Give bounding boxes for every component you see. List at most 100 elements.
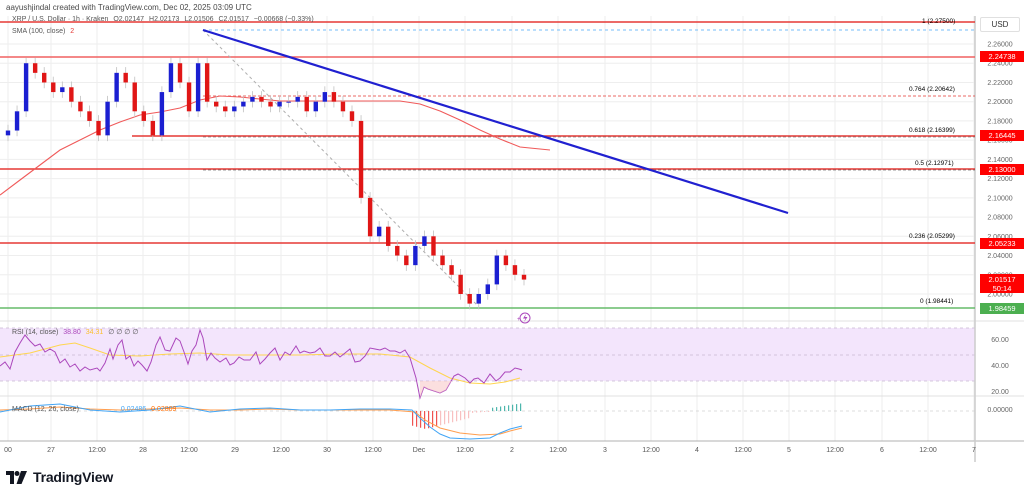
event-flash-icon[interactable]: +: [517, 312, 531, 324]
price-tag-resistance-2247: 2.24738: [980, 51, 1024, 62]
time-axis-label: 30: [323, 447, 331, 454]
price-axis-label: 2.18000: [987, 118, 1012, 125]
candle: [277, 101, 282, 107]
rsi-label: RSI (14, close): [12, 329, 59, 336]
candle: [395, 245, 400, 256]
price-axis-label: 2.14000: [987, 157, 1012, 164]
macd-legend[interactable]: MACD (12, 26, close) 0.02486 0.02809: [12, 406, 176, 413]
time-axis-label: 00: [4, 447, 12, 454]
brand-name: TradingView: [33, 469, 114, 485]
macd-signal-value: 0.02809: [151, 406, 177, 413]
candle: [204, 63, 210, 102]
time-axis-label: Dec: [412, 447, 426, 454]
sma-100-line: [0, 95, 551, 196]
sma-legend[interactable]: SMA (100, close) 2: [12, 28, 77, 35]
price-axis-label: 2.12000: [987, 176, 1012, 183]
price-axis-label: 2.04000: [987, 253, 1012, 260]
bar-countdown: 50:14: [992, 284, 1012, 293]
time-axis-label: 12:00: [272, 447, 290, 454]
candle: [521, 274, 527, 280]
candle: [404, 255, 409, 266]
fib-label-05: 0.5 (2.12971): [915, 160, 954, 167]
ohlc-high: H2.02173: [149, 16, 180, 23]
time-axis-label: 4: [695, 447, 699, 454]
price-tag-resistance-213: 2.13000: [980, 164, 1024, 175]
svg-text:+: +: [517, 317, 521, 323]
candle: [232, 106, 237, 112]
candle: [87, 111, 92, 121]
candle: [132, 82, 137, 112]
candle: [503, 255, 509, 266]
time-axis-label: 12:00: [734, 447, 752, 454]
time-axis-label: 29: [231, 447, 239, 454]
candle: [60, 87, 65, 93]
candle: [340, 101, 346, 112]
price-axis-label: 2.10000: [987, 195, 1012, 202]
candle: [23, 63, 29, 112]
candle: [449, 265, 454, 275]
sma-label: SMA (100, close): [12, 28, 66, 35]
price-tag-resistance-2052: 2.05233: [980, 238, 1024, 249]
candle: [313, 101, 318, 112]
candle: [458, 274, 463, 294]
time-axis-label: 12:00: [642, 447, 660, 454]
candle: [295, 96, 300, 102]
macd-value: 0.02486: [120, 406, 147, 413]
price-chart-canvas[interactable]: 2.26000 2.24000 2.22000 2.20000 2.18000 2.160…: [0, 0, 1024, 462]
time-axis-label: 2: [510, 447, 514, 454]
rsi-extras: ∅ ∅ ∅ ∅: [108, 329, 139, 336]
candle: [51, 82, 56, 93]
candle: [268, 101, 273, 107]
rsi-legend[interactable]: RSI (14, close) 38.80 34.31 ∅ ∅ ∅ ∅: [12, 328, 138, 336]
rsi-value: 38.80: [63, 329, 81, 336]
price-axis-label: 2.08000: [987, 215, 1012, 222]
candle: [331, 92, 337, 102]
time-axis-label: 12:00: [88, 447, 106, 454]
currency-selector[interactable]: USD: [980, 17, 1020, 32]
candle: [431, 236, 436, 256]
time-axis-label: 12:00: [364, 447, 382, 454]
price-change: −0.00668 (−0.33%): [253, 16, 314, 23]
time-axis-label: 12:00: [549, 447, 567, 454]
bearish-trendline[interactable]: [202, 28, 789, 215]
chart-caption: aayushjindal created with TradingView.co…: [6, 3, 252, 12]
tradingview-logo[interactable]: TradingView: [6, 469, 113, 485]
time-axis-label: 12:00: [919, 447, 937, 454]
candle: [141, 111, 146, 121]
candle: [195, 63, 201, 112]
fib-label-0764: 0.764 (2.20642): [909, 86, 955, 93]
candle: [32, 63, 38, 73]
time-axis-label: 3: [603, 447, 607, 454]
price-tag-support-1984: 1.98459: [980, 303, 1024, 314]
candle: [150, 120, 156, 136]
indicator-axis-label: 20.00: [991, 389, 1009, 396]
price-axis-label: 2.26000: [987, 42, 1012, 49]
price-tag-last: 2.01517 50:14: [980, 274, 1024, 293]
indicator-axis-label: 0.00000: [987, 407, 1012, 414]
indicator-axis-label: 40.00: [991, 363, 1009, 370]
fib-diagonal[interactable]: [202, 29, 479, 307]
ohlc-close: C2.01517: [218, 16, 249, 23]
candle: [386, 226, 391, 246]
symbol-name[interactable]: XRP / U.S. Dollar · 1h · Kraken: [12, 16, 109, 23]
candle: [512, 265, 518, 275]
candle: [186, 82, 192, 112]
candle: [168, 63, 174, 93]
time-axis-label: 12:00: [180, 447, 198, 454]
time-axis-label: 12:00: [826, 447, 844, 454]
candle: [5, 130, 11, 136]
candle: [96, 120, 101, 136]
sma-value: 2: [70, 28, 75, 35]
candle: [476, 294, 481, 304]
candle: [259, 96, 264, 102]
price-axis-label: 2.22000: [987, 80, 1012, 87]
indicator-axis-label: 60.00: [991, 337, 1009, 344]
last-price: 2.01517: [988, 275, 1016, 284]
price-tag-resistance-2164: 2.16445: [980, 130, 1024, 141]
price-axis-label: 2.24000: [987, 61, 1012, 68]
time-axis-label: 6: [880, 447, 884, 454]
fib-label-0618: 0.618 (2.16399): [909, 127, 955, 134]
macd-line: [0, 403, 523, 440]
candle: [286, 101, 291, 103]
